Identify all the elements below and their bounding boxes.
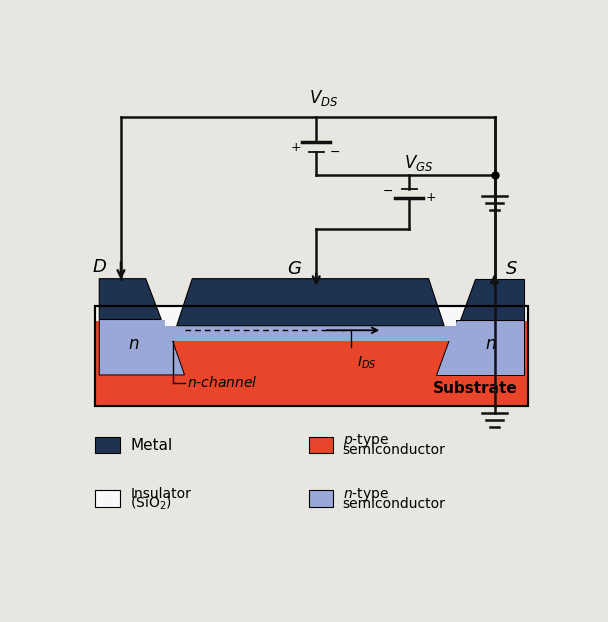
Text: $n$: $n$ xyxy=(485,335,496,353)
Text: $-$: $-$ xyxy=(330,145,340,158)
Polygon shape xyxy=(99,320,184,375)
Polygon shape xyxy=(165,320,456,326)
Bar xyxy=(95,320,528,406)
Text: semiconductor: semiconductor xyxy=(342,443,446,457)
Bar xyxy=(95,305,528,406)
Polygon shape xyxy=(99,279,161,320)
Text: Metal: Metal xyxy=(130,437,173,453)
Text: $p$-type: $p$-type xyxy=(342,432,389,449)
Polygon shape xyxy=(460,279,524,320)
Text: Substrate: Substrate xyxy=(432,381,517,396)
Bar xyxy=(308,490,333,508)
Bar xyxy=(95,490,120,508)
Text: $D$: $D$ xyxy=(92,258,107,276)
Text: +: + xyxy=(426,192,437,205)
Text: $n$-channel: $n$-channel xyxy=(187,375,257,390)
Bar xyxy=(308,437,333,453)
Text: $V_{GS}$: $V_{GS}$ xyxy=(404,153,434,173)
Bar xyxy=(95,437,120,453)
Text: $n$: $n$ xyxy=(128,335,140,353)
Text: (SiO$_2$): (SiO$_2$) xyxy=(130,495,172,513)
Polygon shape xyxy=(177,279,444,326)
Bar xyxy=(95,305,528,406)
Text: $G$: $G$ xyxy=(287,261,302,279)
Bar xyxy=(95,305,528,321)
Text: $V_{DS}$: $V_{DS}$ xyxy=(309,88,339,108)
Text: +: + xyxy=(291,141,302,154)
Polygon shape xyxy=(437,320,524,375)
Text: Insulator: Insulator xyxy=(130,487,191,501)
Text: $S$: $S$ xyxy=(505,261,518,279)
Polygon shape xyxy=(165,320,456,341)
Text: semiconductor: semiconductor xyxy=(342,496,446,511)
Text: $n$-type: $n$-type xyxy=(342,486,389,503)
Text: $-$: $-$ xyxy=(382,183,393,197)
Text: $I_{DS}$: $I_{DS}$ xyxy=(358,355,377,371)
Bar xyxy=(95,305,528,320)
